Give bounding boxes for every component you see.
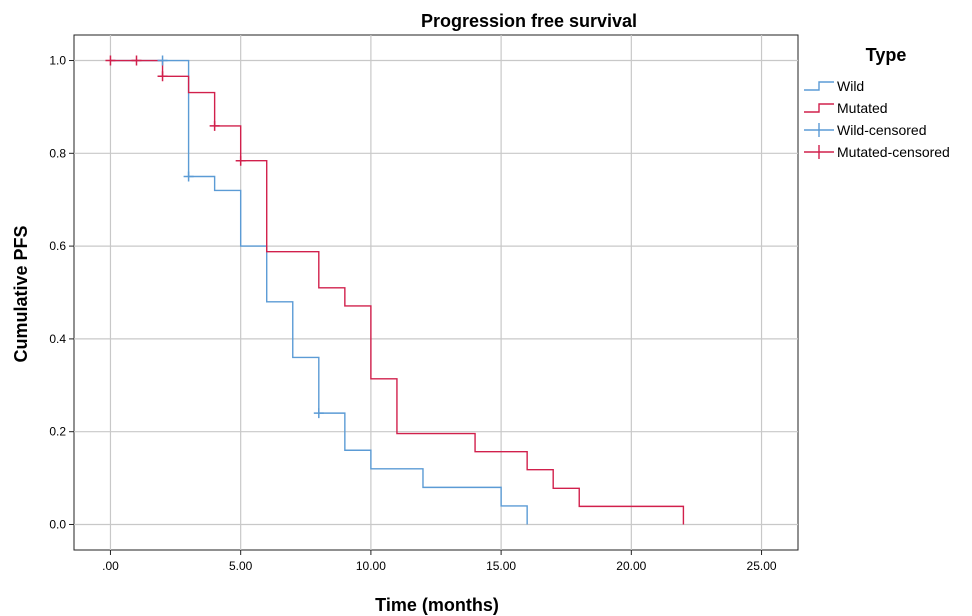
gridlines bbox=[74, 35, 798, 550]
wild-censor-mark bbox=[183, 171, 194, 182]
x-tick-label: .00 bbox=[102, 559, 119, 573]
legend: Type Wild Mutated Wild-censored Mutated-cen… bbox=[804, 45, 950, 160]
x-axis-title: Time (months) bbox=[375, 595, 499, 615]
mutated-censor-mark bbox=[131, 55, 142, 66]
wild-legend-swatch bbox=[804, 81, 834, 91]
x-tick-label: 15.00 bbox=[486, 559, 516, 573]
y-tick-label: 0.6 bbox=[49, 239, 66, 253]
plot-frame bbox=[73, 34, 799, 551]
mutated-censor-mark bbox=[209, 120, 220, 131]
series-lines bbox=[110, 59, 685, 525]
mutated-legend-swatch bbox=[804, 103, 834, 113]
mutated-survival-line bbox=[110, 59, 685, 525]
y-tick-label: 0.4 bbox=[49, 332, 66, 346]
x-axis-ticks: .00 5.00 10.00 15.00 20.00 25.00 bbox=[102, 550, 777, 573]
mutated-censor-mark bbox=[157, 71, 168, 82]
wild-survival-line bbox=[110, 59, 528, 525]
x-tick-label: 25.00 bbox=[747, 559, 777, 573]
mutated-censor-mark bbox=[105, 55, 116, 66]
mutated-legend-label: Mutated bbox=[837, 100, 888, 116]
mutated-censored-legend-swatch bbox=[804, 145, 834, 159]
wild-censor-mark bbox=[313, 408, 324, 419]
x-tick-label: 5.00 bbox=[229, 559, 253, 573]
y-tick-label: 0.2 bbox=[49, 425, 66, 439]
legend-title: Type bbox=[866, 45, 907, 65]
wild-censor-mark bbox=[157, 55, 168, 66]
y-axis-title: Cumulative PFS bbox=[11, 225, 31, 362]
plot-area: .00 5.00 10.00 15.00 20.00 25.00 0.0 0.2 0.4 0.6… bbox=[49, 34, 799, 573]
wild-legend-label: Wild bbox=[837, 78, 864, 94]
mutated-censor-mark bbox=[235, 155, 246, 166]
legend-items: Wild Mutated Wild-censored Mutated-censored bbox=[804, 78, 950, 160]
y-tick-label: 0.0 bbox=[49, 517, 66, 531]
y-tick-label: 0.8 bbox=[49, 146, 66, 160]
wild-censored-legend-swatch bbox=[804, 123, 834, 137]
censor-marks bbox=[105, 55, 324, 419]
x-tick-label: 20.00 bbox=[616, 559, 646, 573]
wild-censored-legend-label: Wild-censored bbox=[837, 122, 926, 138]
mutated-censored-legend-label: Mutated-censored bbox=[837, 144, 950, 160]
x-tick-label: 10.00 bbox=[356, 559, 386, 573]
y-tick-label: 1.0 bbox=[49, 54, 66, 68]
chart-title: Progression free survival bbox=[421, 11, 637, 31]
y-axis-ticks: 0.0 0.2 0.4 0.6 0.8 1.0 bbox=[49, 54, 74, 531]
